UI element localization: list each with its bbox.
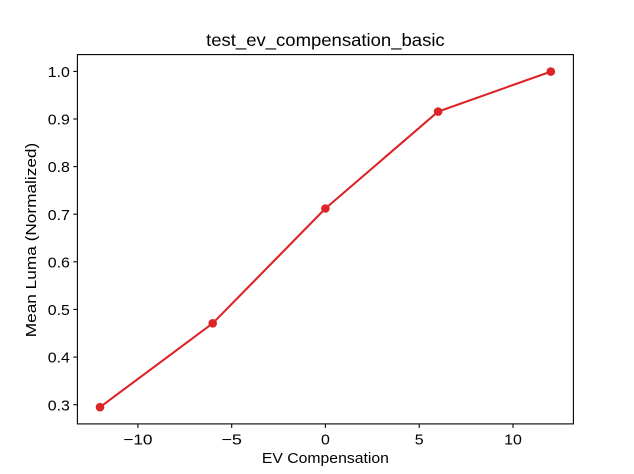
svg-text:0.6: 0.6 xyxy=(48,255,70,271)
svg-text:0: 0 xyxy=(321,432,330,448)
svg-text:0.5: 0.5 xyxy=(48,303,70,319)
svg-text:EV Compensation: EV Compensation xyxy=(262,451,389,467)
svg-text:10: 10 xyxy=(504,432,522,448)
svg-text:−10: −10 xyxy=(123,432,152,448)
svg-text:1.0: 1.0 xyxy=(48,65,70,81)
svg-text:0.3: 0.3 xyxy=(48,398,70,414)
svg-text:−5: −5 xyxy=(221,432,242,448)
svg-text:0.4: 0.4 xyxy=(48,351,70,367)
svg-text:5: 5 xyxy=(415,432,424,448)
svg-text:Mean Luma (Normalized): Mean Luma (Normalized) xyxy=(24,143,40,338)
svg-text:0.8: 0.8 xyxy=(48,160,70,176)
svg-text:test_ev_compensation_basic: test_ev_compensation_basic xyxy=(206,30,445,51)
svg-text:0.9: 0.9 xyxy=(48,113,70,129)
svg-text:0.7: 0.7 xyxy=(48,208,70,224)
